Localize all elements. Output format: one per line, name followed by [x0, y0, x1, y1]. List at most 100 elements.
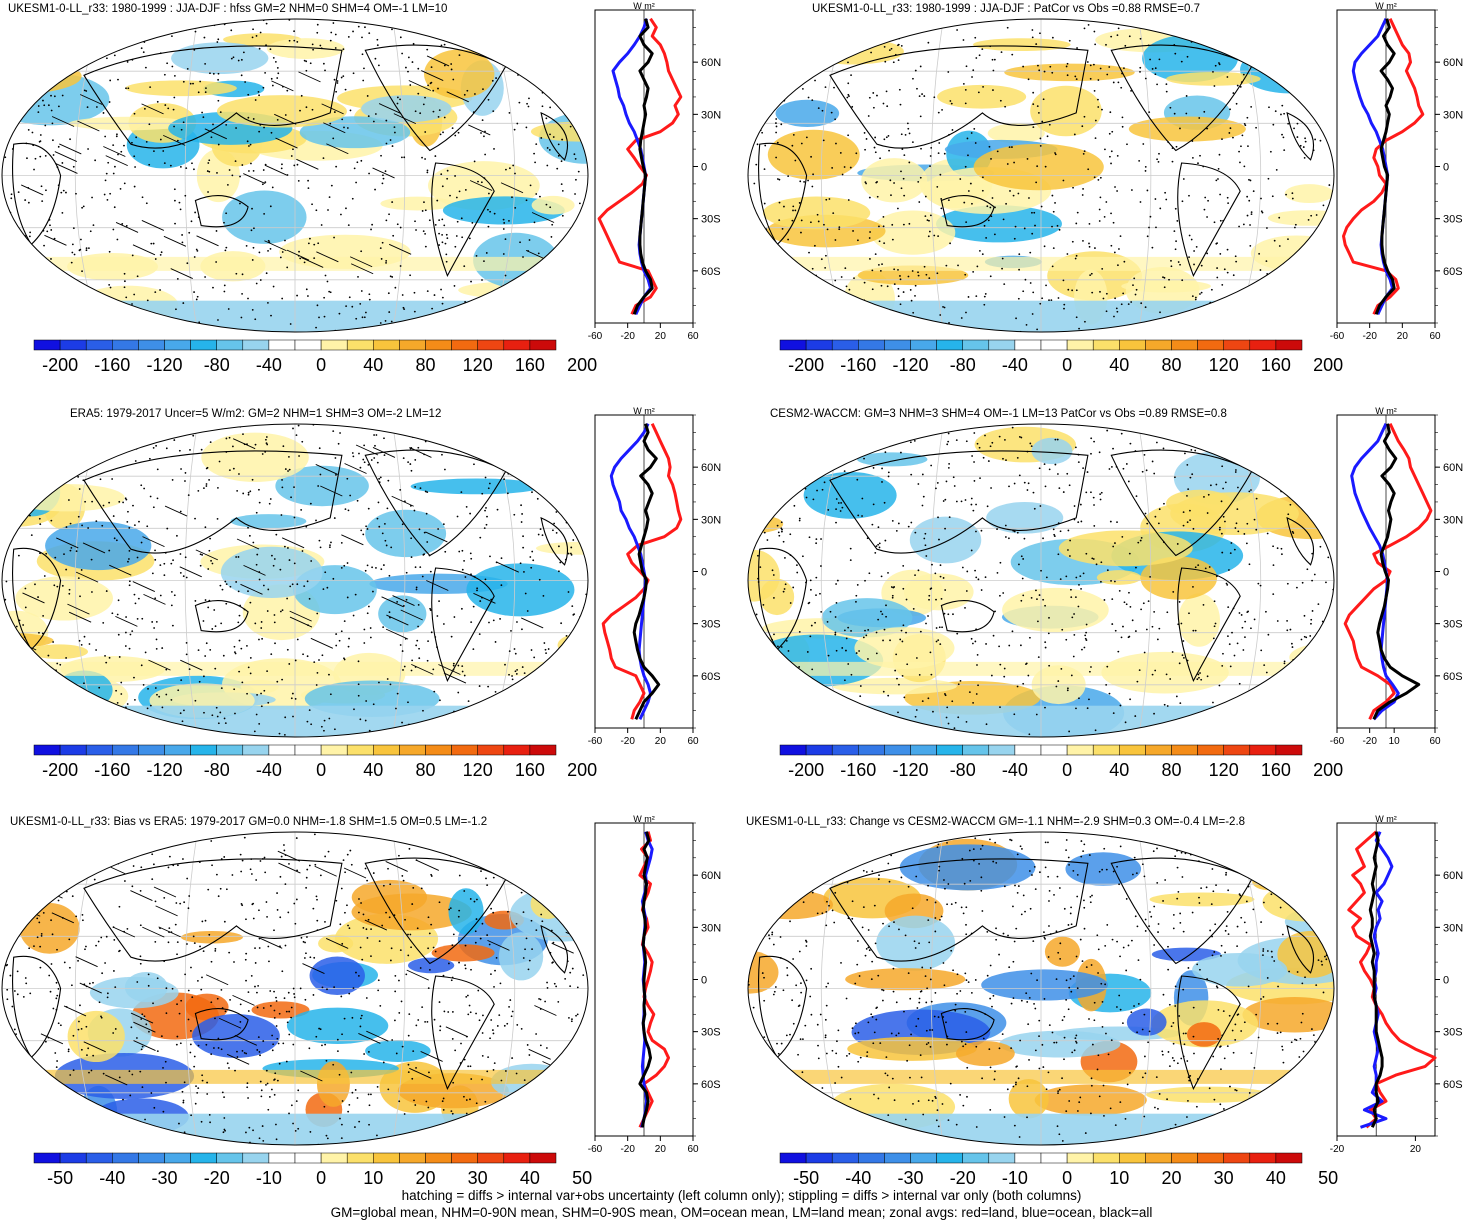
stipple-dot	[407, 70, 409, 73]
stipple-dot	[1075, 707, 1077, 710]
stipple-dot	[487, 98, 490, 101]
hatch-line	[67, 603, 90, 615]
stipple-dot	[781, 528, 783, 531]
stipple-dot	[949, 242, 951, 245]
stipple-dot	[92, 224, 95, 227]
stipple-dot	[225, 602, 228, 605]
colorbar-tick-label: 200	[567, 355, 597, 375]
stipple-dot	[121, 223, 124, 225]
colorbar-tick-label: -40	[1002, 355, 1028, 375]
stipple-dot	[522, 256, 524, 258]
stipple-dot	[154, 725, 157, 728]
hatch-line	[443, 672, 467, 684]
continent-outline	[940, 599, 995, 633]
x-tick-label: -60	[588, 331, 603, 342]
stipple-dot	[1149, 215, 1152, 218]
stipple-dot	[1207, 199, 1209, 202]
stipple-dot	[359, 718, 362, 721]
stipple-dot	[1179, 263, 1181, 266]
stipple-dot	[60, 191, 63, 194]
stipple-dot	[1301, 581, 1304, 584]
panel-title: UKESM1-0-LL_r33: Bias vs ERA5: 1979-2017…	[10, 816, 488, 828]
stipple-dot	[753, 716, 756, 719]
stipple-dot	[1028, 733, 1031, 736]
stipple-dot	[142, 840, 144, 842]
stipple-dot	[970, 637, 973, 640]
stipple-dot	[502, 447, 505, 450]
stipple-dot	[438, 109, 441, 112]
stipple-dot	[71, 243, 74, 246]
stipple-dot	[1139, 539, 1142, 542]
stipple-dot	[1229, 108, 1231, 111]
stipple-dot	[81, 294, 84, 297]
stipple-dot	[1091, 557, 1094, 560]
hatch-line	[298, 71, 321, 83]
stipple-dot	[243, 1051, 246, 1054]
stipple-dot	[106, 996, 109, 999]
stipple-dot	[1328, 532, 1330, 535]
stipple-dot	[42, 614, 45, 617]
colorbar-tick-label: 120	[1209, 355, 1239, 375]
stipple-dot	[58, 54, 61, 57]
stipple-dot	[310, 560, 313, 562]
stipple-dot	[211, 864, 213, 867]
stipple-dot	[520, 1112, 523, 1115]
stipple-dot	[943, 152, 946, 155]
stipple-dot	[43, 244, 45, 247]
stipple-dot	[1067, 549, 1069, 551]
stipple-dot	[766, 116, 768, 119]
stipple-dot	[885, 136, 888, 139]
stipple-dot	[555, 482, 558, 484]
stipple-dot	[367, 918, 370, 921]
stipple-dot	[371, 566, 374, 569]
stipple-dot	[274, 642, 276, 645]
stipple-dot	[423, 201, 425, 204]
stipple-dot	[364, 311, 367, 314]
map-border	[1, 423, 589, 738]
stipple-dot	[375, 567, 377, 569]
stipple-dot	[111, 704, 113, 707]
stipple-dot	[948, 322, 950, 324]
stipple-dot	[61, 94, 64, 97]
stipple-dot	[73, 834, 76, 837]
stipple-dot	[16, 719, 19, 722]
stipple-dot	[457, 424, 460, 427]
colorbar-swatch	[1014, 339, 1042, 351]
stipple-dot	[1082, 467, 1085, 470]
stipple-dot	[868, 572, 871, 575]
stipple-dot	[283, 545, 286, 548]
colorbar-swatch	[1145, 744, 1172, 756]
stipple-dot	[360, 902, 362, 904]
stipple-dot	[550, 318, 553, 321]
stipple-dot	[1325, 665, 1328, 668]
stipple-dot	[441, 233, 444, 236]
stipple-dot	[569, 270, 572, 272]
stipple-dot	[788, 677, 791, 680]
stipple-dot	[318, 539, 321, 542]
stipple-dot	[502, 218, 505, 221]
anomaly-region	[410, 478, 543, 495]
stipple-dot	[578, 887, 581, 890]
stipple-dot	[511, 678, 514, 681]
stipple-dot	[340, 566, 343, 569]
stipple-dot	[1070, 588, 1072, 591]
stipple-dot	[1298, 260, 1301, 263]
stipple-dot	[552, 444, 555, 447]
stipple-dot	[906, 663, 909, 666]
stipple-dot	[537, 533, 540, 536]
stipple-dot	[340, 213, 342, 216]
stipple-dot	[137, 437, 139, 439]
stipple-dot	[252, 118, 255, 120]
stipple-dot	[575, 295, 578, 298]
colorbar-swatch	[425, 339, 452, 351]
anomaly-region	[757, 665, 790, 691]
stipple-dot	[566, 1075, 569, 1078]
stipple-dot	[894, 669, 897, 672]
stipple-dot	[158, 695, 161, 698]
stipple-dot	[415, 229, 417, 231]
anomaly-region	[854, 627, 955, 669]
map-border	[1, 18, 589, 333]
stipple-dot	[493, 148, 495, 150]
stipple-dot	[771, 569, 774, 572]
stipple-dot	[1315, 485, 1318, 488]
